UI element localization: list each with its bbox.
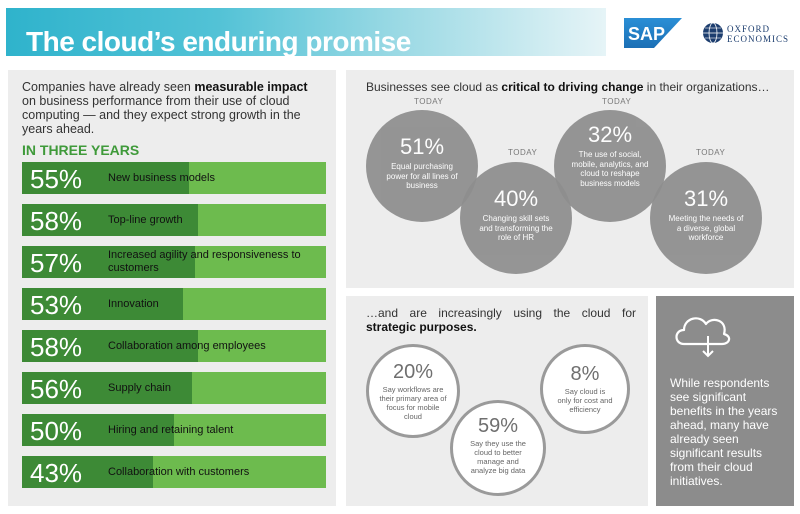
impact-bar-label: Innovation [108,298,159,310]
stat-description: Meeting the needs of a diverse, global w… [668,214,744,242]
heading-bold: critical to driving change [501,80,644,94]
impact-bar: 55% New business models [22,162,326,194]
stat-ring: 59% Say they use the cloud to better man… [450,400,546,496]
impact-bar-percent: 57% [30,248,83,278]
stat-circle: 31% Meeting the needs of a diverse, glob… [650,162,762,274]
globe-icon [703,22,723,44]
impact-bar-percent: 58% [30,206,83,236]
economics-line: ECONOMICS [727,34,790,44]
stat-circle: 51% Equal purchasing power for all lines… [366,110,478,222]
stat-description: Say they use the cloud to better manage … [470,439,526,475]
heading-part2: in their organizations… [643,80,770,94]
stat-description: Say workflows are their primary area of … [379,385,447,421]
intro-part1: Companies have already seen [22,80,195,94]
impact-bar-label: Hiring and retaining talent [108,424,234,436]
strategic-purposes-heading: …and are increasingly using the cloud fo… [366,306,636,334]
impact-bar-fill [22,162,189,194]
stat-percent: 31% [683,186,729,211]
heading-part1: Businesses see cloud as [366,80,502,94]
impact-bar: 50% Hiring and retaining talent [22,414,326,446]
oxford-economics-wordmark: OXFORD ECONOMICS [727,24,789,44]
strategic-purposes-panel: …and are increasingly using the cloud fo… [346,296,648,506]
section-title: IN THREE YEARS [22,142,140,158]
stat-description: Say cloud is only for cost and efficienc… [557,387,613,414]
today-label: TODAY [602,97,632,106]
oxford-line: OXFORD [727,24,771,34]
impact-bar-percent: 43% [30,458,83,488]
impact-bar-label: Top-line growth [108,214,183,226]
impact-bar-percent: 50% [30,416,83,446]
impact-bar-percent: 58% [30,332,83,362]
impact-bar: 58% Collaboration among employees [22,330,326,362]
header: The cloud’s enduring promise SAP OXFORD … [0,0,800,62]
cloud-download-icon [675,317,731,358]
oxford-economics-logo: OXFORD ECONOMICS [702,22,792,46]
impact-bar-percent: 53% [30,290,83,320]
today-label: TODAY [696,148,726,157]
title-banner: The cloud’s enduring promise [6,8,606,57]
impact-bar-label: Increased agility and responsiveness to … [108,249,301,274]
impact-bar-percent: 56% [30,374,83,404]
stat-circle: 32% The use of social, mobile, analytics… [554,110,666,222]
impact-bar-fill [22,288,183,320]
stat-percent: 8% [570,363,600,385]
today-label: TODAY [508,148,538,157]
stat-ring: 20% Say workflows are their primary area… [366,344,460,438]
impact-bar-fill [22,246,195,278]
impact-bar-label: Collaboration among employees [108,340,266,352]
impact-bar: 57% Increased agility and responsiveness … [22,246,326,278]
sap-logo-text: SAP [628,24,665,44]
stat-circle: 40% Changing skill sets and transforming… [460,162,572,274]
impact-bar: 56% Supply chain [22,372,326,404]
intro-bold: measurable impact [194,80,308,94]
today-label: TODAY [414,97,444,106]
impact-bar-fill [22,456,153,488]
stat-description: The use of social, mobile, analytics, an… [571,150,649,188]
stat-percent: 40% [493,186,539,211]
three-year-impact-panel: Companies have already seen measurable i… [8,70,336,506]
stat-percent: 32% [587,122,633,147]
page-title: The cloud’s enduring promise [26,26,411,57]
intro-text: Companies have already seen measurable i… [22,80,322,136]
heading-bold: strategic purposes. [366,320,477,334]
impact-bar-percent: 55% [30,164,83,194]
sap-logo: SAP [624,18,682,48]
impact-bar-fill [22,372,192,404]
driving-change-panel: Businesses see cloud as critical to driv… [346,70,794,288]
impact-bar: 43% Collaboration with customers [22,456,326,488]
driving-change-heading: Businesses see cloud as critical to driv… [366,80,770,94]
stat-ring: 8% Say cloud is only for cost and effici… [540,344,630,434]
heading-part1: …and are increasingly using the cloud fo… [366,306,636,320]
impact-bar-label: New business models [108,172,215,184]
stat-percent: 20% [392,361,434,383]
impact-bar-fill [22,414,174,446]
callout-text: While respondents see significant benefi… [670,376,778,488]
impact-bar: 58% Top-line growth [22,204,326,236]
impact-bar: 53% Innovation [22,288,326,320]
impact-bar-fill [22,330,198,362]
stat-description: Changing skill sets and transforming the… [479,214,553,242]
impact-bar-label: Supply chain [108,382,171,394]
stat-description: Equal purchasing power for all lines of … [386,162,458,190]
impact-bar-fill [22,204,198,236]
results-callout-panel: While respondents see significant benefi… [656,296,794,506]
stat-percent: 51% [399,134,445,159]
impact-bar-label: Collaboration with customers [108,466,250,478]
intro-part2: on business performance from their use o… [22,94,301,136]
stat-percent: 59% [477,415,519,437]
